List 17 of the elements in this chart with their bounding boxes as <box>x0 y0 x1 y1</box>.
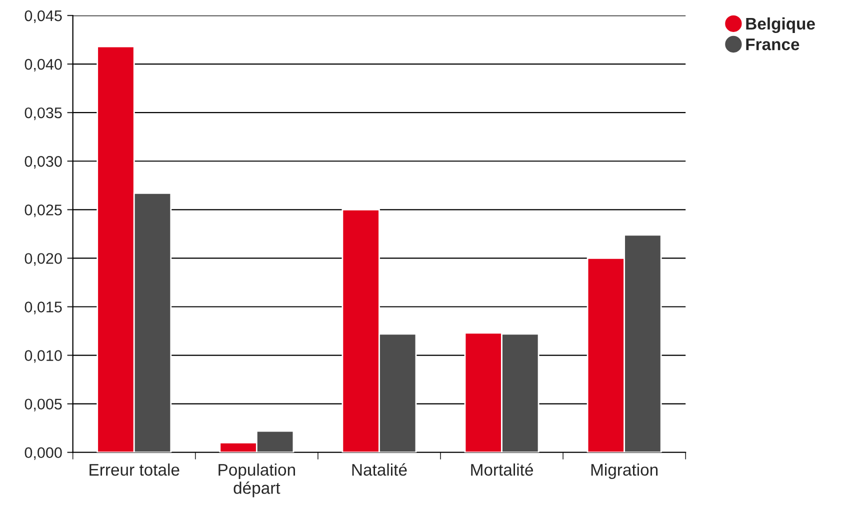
x-tick-label: Natalité <box>352 463 407 476</box>
x-tick-label: Mortalité <box>471 463 533 476</box>
y-tick-label: 0,020 <box>24 253 62 266</box>
x-tick-label: Erreur totale <box>90 463 180 476</box>
legend-label: Belgique <box>746 17 815 34</box>
x-tick-label: Population départ <box>218 463 295 498</box>
y-tick-label: 0,035 <box>24 107 62 120</box>
y-tick-label: 0,005 <box>24 398 62 412</box>
x-tick-label: Migration <box>591 463 658 480</box>
y-tick-label: 0,045 <box>24 10 62 23</box>
y-tick-label: 0,000 <box>24 447 62 460</box>
y-tick-label: 0,030 <box>24 156 62 169</box>
y-tick-label: 0,040 <box>24 58 62 72</box>
y-tick-label: 0,010 <box>24 350 62 363</box>
y-tick-label: 0,015 <box>24 302 62 314</box>
y-tick-label: 0,025 <box>24 204 62 218</box>
legend-label: France <box>746 38 800 50</box>
